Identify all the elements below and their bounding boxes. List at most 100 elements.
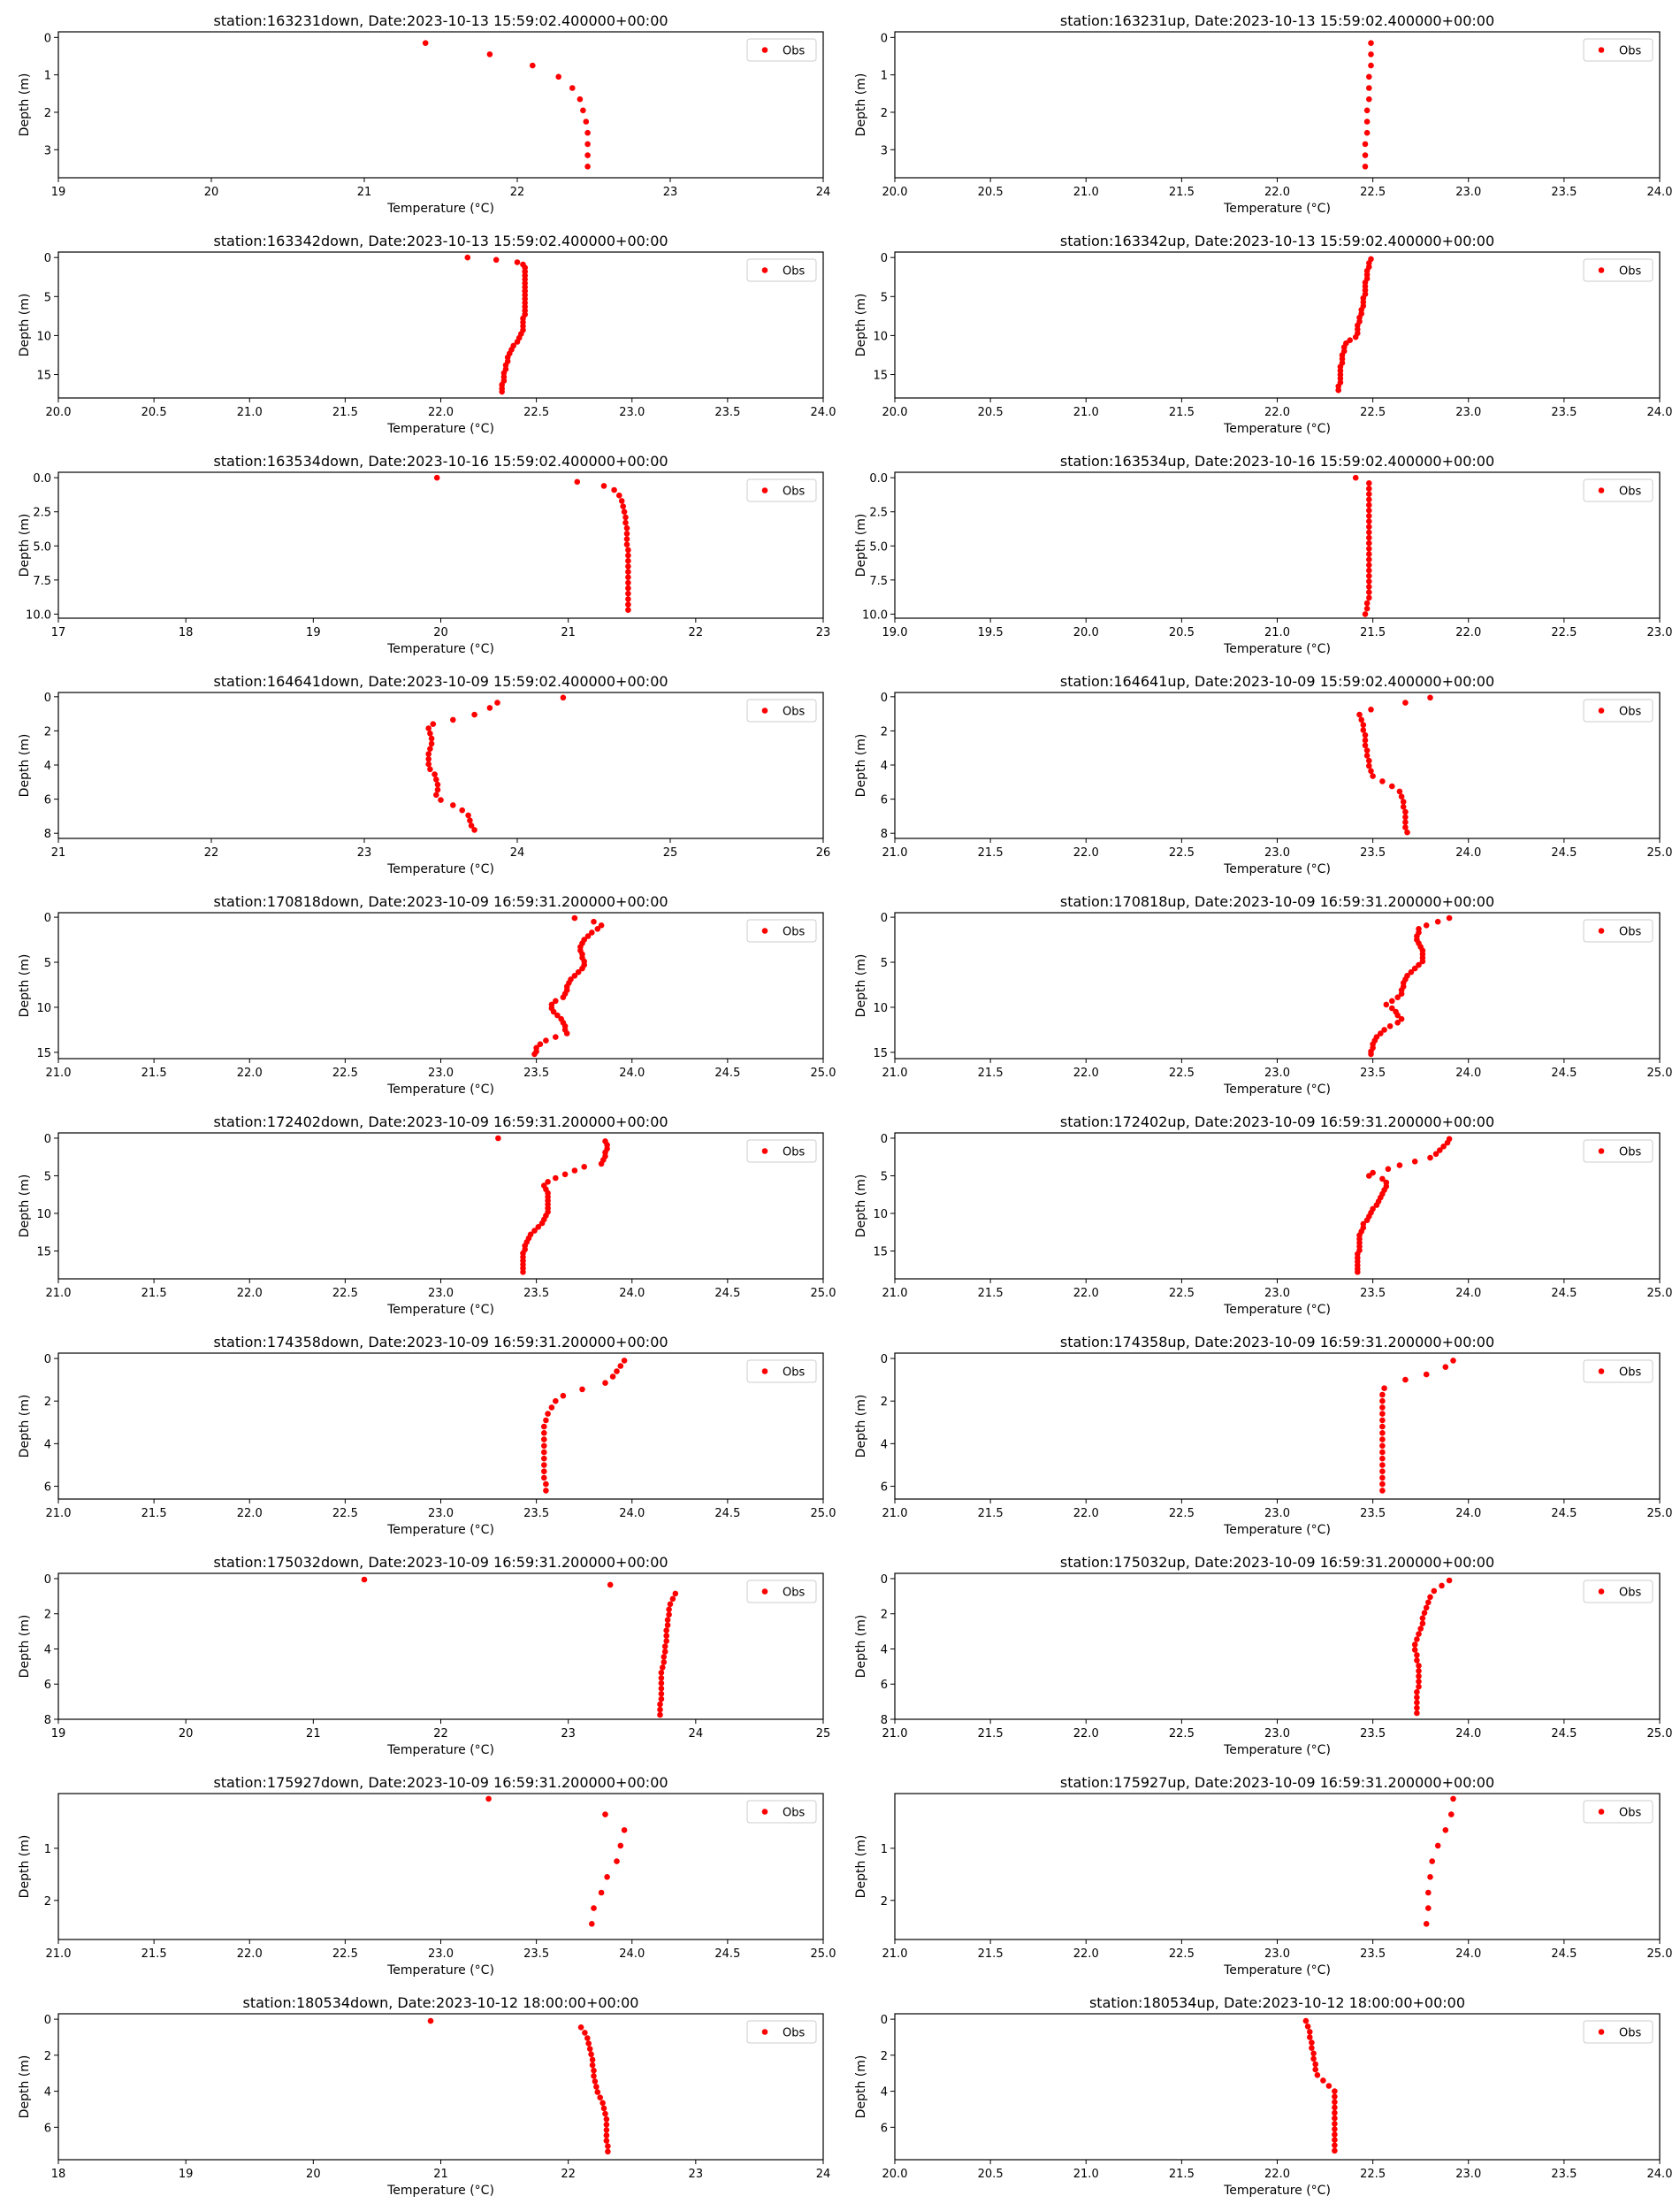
x-tick-label: 17 [51, 626, 66, 639]
data-point [1379, 1417, 1386, 1424]
data-point [600, 2105, 607, 2112]
legend-marker [761, 267, 768, 273]
plot-area [894, 1352, 1661, 1500]
data-point [609, 1373, 616, 1380]
x-tick-label: 22 [204, 846, 219, 860]
x-tick-label: 21.5 [1169, 406, 1195, 419]
subplot: station:180534up, Date:2023-10-12 18:00:… [854, 1994, 1672, 2198]
x-tick-label: 21.5 [978, 1287, 1004, 1300]
subplot: station:170818up, Date:2023-10-09 16:59:… [854, 893, 1672, 1097]
data-point [1366, 85, 1372, 91]
data-point [464, 254, 471, 261]
x-tick-label: 23 [357, 846, 372, 860]
data-point [1368, 707, 1374, 713]
legend: Obs [746, 1800, 817, 1824]
data-point [664, 1622, 671, 1628]
y-tick-label: 4 [881, 1643, 888, 1656]
x-axis-label: Temperature (°C) [386, 1303, 494, 1317]
data-point [1416, 961, 1422, 968]
data-point [600, 483, 607, 489]
x-tick-label: 21.5 [332, 406, 358, 419]
data-point [1378, 1030, 1384, 1037]
data-point [623, 536, 630, 542]
legend-box [1583, 919, 1653, 943]
data-point [1347, 337, 1353, 344]
plot-area [57, 912, 824, 1060]
data-point [1363, 747, 1371, 754]
data-point [1332, 2126, 1338, 2132]
data-point [1416, 1668, 1422, 1674]
legend-box [1583, 258, 1653, 282]
legend-label: Obs [1619, 486, 1641, 499]
data-point [553, 1174, 559, 1182]
data-point [1429, 1858, 1435, 1864]
y-tick-label: 2.5 [33, 507, 51, 520]
data-point [1432, 1151, 1439, 1158]
data-point [1368, 51, 1374, 57]
y-tick-label: 5.0 [869, 540, 888, 554]
legend-marker [761, 487, 768, 493]
data-point [495, 1135, 501, 1142]
data-point [1366, 480, 1372, 486]
x-tick-label: 19 [51, 186, 66, 199]
plot-area [894, 471, 1661, 619]
subplot: station:175032down, Date:2023-10-09 16:5… [18, 1554, 830, 1757]
y-axis-label: Depth (m) [18, 514, 32, 578]
subplot: station:175032up, Date:2023-10-09 16:59:… [854, 1554, 1672, 1757]
data-point [1423, 1921, 1430, 1927]
data-point [1366, 1173, 1372, 1179]
data-point [1379, 1175, 1386, 1182]
x-axis-label: Temperature (°C) [386, 1523, 494, 1537]
data-point [1366, 501, 1372, 509]
plot-area [894, 912, 1661, 1060]
data-point [361, 1576, 368, 1583]
x-tick-label: 25.0 [1647, 846, 1673, 860]
x-tick-label: 22.5 [1169, 846, 1195, 860]
y-tick-label: 0.0 [869, 472, 888, 486]
series-obs [464, 254, 528, 395]
subplot: station:163534up, Date:2023-10-16 15:59:… [854, 453, 1672, 656]
x-tick-label: 24.0 [1455, 1507, 1481, 1520]
data-point [541, 1449, 547, 1456]
data-point [663, 1627, 669, 1633]
data-point [1363, 753, 1371, 759]
data-point [1379, 1468, 1386, 1474]
data-point [1414, 1657, 1420, 1664]
x-tick-label: 22.0 [237, 1507, 263, 1520]
x-tick-label: 23.5 [1360, 1287, 1386, 1300]
data-point [625, 601, 631, 608]
data-point [1352, 333, 1359, 340]
legend-label: Obs [783, 1807, 805, 1820]
chart-title: station:175927down, Date:2023-10-09 16:5… [213, 1774, 668, 1791]
y-tick-label: 8 [881, 1714, 888, 1727]
data-point [1352, 474, 1359, 481]
series-obs [361, 1576, 679, 1718]
data-point [434, 786, 441, 793]
data-point [425, 761, 432, 768]
legend-marker [1598, 1588, 1605, 1595]
legend-marker [761, 928, 768, 934]
y-tick-label: 7.5 [33, 575, 51, 588]
data-point [658, 1679, 665, 1687]
y-tick-label: 8 [44, 828, 51, 841]
legend-box [1583, 1580, 1653, 1603]
x-tick-label: 23.5 [523, 1287, 549, 1300]
data-point [486, 51, 493, 57]
x-tick-label: 24.0 [619, 1507, 645, 1520]
y-tick-label: 10 [36, 330, 51, 343]
legend: Obs [1583, 1800, 1653, 1824]
y-tick-label: 2 [881, 1609, 888, 1622]
data-point [571, 973, 578, 979]
data-point [1448, 1811, 1455, 1817]
data-point [1379, 1423, 1386, 1430]
data-point [1446, 914, 1453, 922]
y-tick-label: 0 [44, 2014, 51, 2027]
data-point [585, 2040, 592, 2047]
series-obs [1355, 1136, 1453, 1275]
y-axis-label: Depth (m) [854, 2055, 868, 2119]
y-tick-label: 15 [873, 1047, 888, 1060]
legend: Obs [746, 38, 817, 62]
series-obs [1368, 914, 1453, 1058]
y-tick-label: 0 [44, 252, 51, 265]
data-point [494, 700, 500, 706]
